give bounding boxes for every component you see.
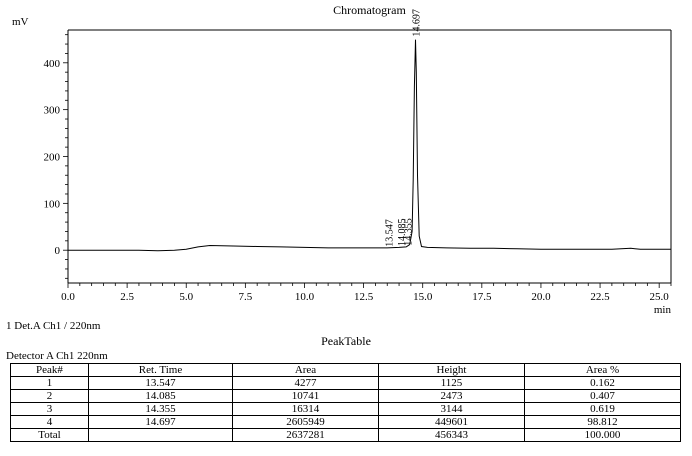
cell-ret-time: 13.547 — [88, 376, 233, 390]
cell-total-label: Total — [10, 428, 89, 442]
x-axis-label: min — [654, 304, 672, 316]
table-row: 3 14.355 16314 3144 0.619 — [10, 402, 681, 416]
cell-total-height: 456343 — [378, 428, 525, 442]
x-tick-label: 12.5 — [354, 291, 374, 303]
x-tick-label: 20.0 — [531, 291, 551, 303]
table-row: 1 13.547 4277 1125 0.162 — [10, 376, 681, 390]
y-axis-label: mV — [12, 16, 29, 28]
table-total-row: Total 2637281 456343 100.000 — [10, 428, 681, 442]
peak-label: 13.547 — [384, 219, 395, 247]
cell-total-ret-time — [88, 428, 233, 442]
cell-height: 1125 — [378, 376, 525, 390]
cell-area: 10741 — [232, 389, 379, 403]
y-tick-label: 0 — [55, 245, 61, 257]
x-tick-label: 7.5 — [238, 291, 252, 303]
y-tick-label: 400 — [44, 58, 61, 70]
chromatogram-trace — [68, 39, 671, 252]
cell-area-pct: 0.162 — [524, 376, 681, 390]
x-tick-label: 10.0 — [295, 291, 315, 303]
table-row: 4 14.697 2605949 449601 98.812 — [10, 415, 681, 429]
peak-table-title: PeakTable — [321, 334, 371, 348]
y-tick-label: 100 — [44, 198, 61, 210]
cell-area: 2605949 — [232, 415, 379, 429]
x-tick-label: 25.0 — [650, 291, 670, 303]
header-area-pct: Area % — [524, 363, 681, 377]
cell-peak: 1 — [10, 376, 89, 390]
cell-area-pct: 0.407 — [524, 389, 681, 403]
chromatogram-chart: Chromatogram mV min 0 100 200 300 400 0.0 2.5 5.0 7… — [12, 3, 672, 316]
cell-peak: 3 — [10, 402, 89, 416]
cell-area-pct: 98.812 — [524, 415, 681, 429]
cell-height: 449601 — [378, 415, 525, 429]
y-tick-label: 200 — [44, 152, 61, 164]
table-row: 2 14.085 10741 2473 0.407 — [10, 389, 681, 403]
chart-title: Chromatogram — [333, 3, 406, 17]
x-tick-label: 2.5 — [120, 291, 134, 303]
cell-peak: 2 — [10, 389, 89, 403]
cell-ret-time: 14.697 — [88, 415, 233, 429]
cell-height: 3144 — [378, 402, 525, 416]
header-height: Height — [378, 363, 525, 377]
cell-area-pct: 0.619 — [524, 402, 681, 416]
header-area: Area — [232, 363, 379, 377]
cell-area: 4277 — [232, 376, 379, 390]
peak-table-header-row: Peak# Ret. Time Area Height Area % — [10, 363, 681, 377]
cell-ret-time: 14.085 — [88, 389, 233, 403]
x-tick-label: 0.0 — [61, 291, 75, 303]
cell-total-area: 2637281 — [232, 428, 379, 442]
cell-peak: 4 — [10, 415, 89, 429]
detector-label: Detector A Ch1 220nm — [6, 350, 108, 362]
y-tick-label: 300 — [44, 105, 61, 117]
peak-label: 14.697 — [412, 9, 423, 37]
trace-label: 1 Det.A Ch1 / 220nm — [6, 320, 101, 332]
header-ret-time: Ret. Time — [88, 363, 233, 377]
cell-area: 16314 — [232, 402, 379, 416]
cell-total-area-pct: 100.000 — [524, 428, 681, 442]
x-tick-label: 5.0 — [179, 291, 193, 303]
cell-ret-time: 14.355 — [88, 402, 233, 416]
peak-label: 14.355 — [403, 218, 414, 246]
cell-height: 2473 — [378, 389, 525, 403]
x-tick-label: 15.0 — [413, 291, 433, 303]
x-tick-label: 17.5 — [472, 291, 492, 303]
header-peak: Peak# — [10, 363, 89, 377]
peak-table: Peak# Ret. Time Area Height Area % 1 13.… — [10, 363, 681, 442]
x-tick-label: 22.5 — [590, 291, 610, 303]
peak-label: 14.085 — [397, 219, 408, 247]
